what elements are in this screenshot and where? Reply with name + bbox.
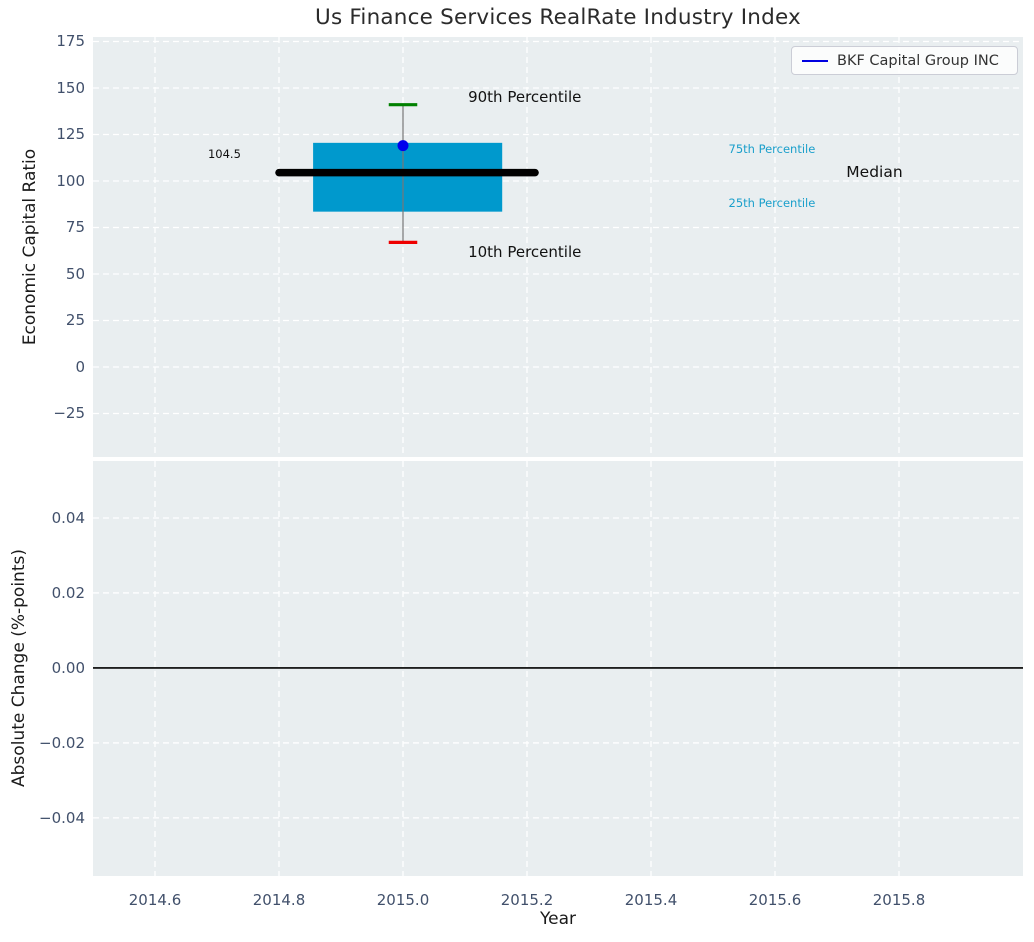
ytick-label: 125	[56, 125, 85, 144]
chart-title: Us Finance Services RealRate Industry In…	[315, 5, 801, 30]
ytick-label: 0.04	[51, 508, 85, 527]
ytick-label: 100	[56, 171, 85, 190]
xtick-label: 2014.6	[128, 891, 182, 909]
y-axis-label-top: Economic Capital Ratio	[20, 148, 40, 346]
ytick-label: 50	[65, 264, 85, 283]
ytick-label: 0	[75, 357, 85, 376]
annotation-25th-percentile: 25th Percentile	[728, 196, 816, 211]
company-point-dot	[397, 140, 409, 152]
ytick-label: 0.00	[51, 658, 85, 677]
economic-capital-ratio-panel-background	[93, 37, 1023, 457]
annotation-104-5: 104.5	[207, 146, 241, 161]
ytick-label: 175	[56, 32, 85, 51]
x-axis-label: Year	[540, 909, 576, 929]
ytick-label: 25	[65, 311, 85, 330]
legend: BKF Capital Group INC	[791, 46, 1018, 75]
xtick-label: 2015.4	[624, 891, 678, 909]
annotation-90th-percentile: 90th Percentile	[468, 88, 582, 107]
ytick-label: 0.02	[51, 583, 85, 602]
ytick-label: −0.02	[39, 733, 85, 752]
ytick-label: −0.04	[39, 808, 85, 827]
xtick-label: 2015.2	[500, 891, 554, 909]
xtick-label: 2015.6	[748, 891, 802, 909]
legend-label: BKF Capital Group INC	[837, 52, 999, 69]
percentile-box	[313, 142, 503, 212]
xtick-label: 2015.8	[872, 891, 926, 909]
annotation-10th-percentile: 10th Percentile	[468, 242, 582, 261]
ytick-label: −25	[53, 404, 85, 423]
ytick-label: 150	[56, 78, 85, 97]
ytick-label: 75	[65, 218, 85, 237]
xtick-label: 2014.8	[252, 891, 306, 909]
xtick-label: 2015.0	[376, 891, 430, 909]
y-axis-label-bottom: Absolute Change (%-points)	[9, 549, 29, 787]
annotation-median: Median	[846, 162, 903, 181]
legend-line-sample	[802, 59, 828, 62]
annotation-75th-percentile: 75th Percentile	[728, 142, 816, 157]
